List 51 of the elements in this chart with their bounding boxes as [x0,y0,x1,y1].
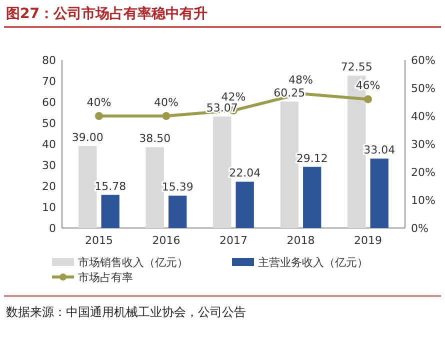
data-label: 40% [86,96,112,109]
data-label: 29.12 [296,152,328,165]
bar [370,158,388,228]
chart-title: 图27：公司市场占有率稳中有升 [6,5,208,22]
y-tick-label: 20 [42,180,56,193]
source-note: 数据来源：中国通用机械工业协会，公司公告 [6,305,246,319]
y-tick-label: 0 [49,222,56,235]
point [94,112,103,120]
y-tick-label: 70 [42,75,56,88]
y2-tick-label: 60% [411,54,436,67]
data-label: 15.78 [94,180,126,193]
bar [303,166,322,228]
y-tick-label: 30 [42,159,56,172]
y2-tick-label: 50% [411,82,436,95]
y2-tick-label: 10% [411,194,436,207]
x-tick-label: 2018 [286,234,315,247]
data-label: 48% [288,74,313,87]
bar [213,116,232,228]
legend-label: 市场占有率 [78,271,133,284]
data-label: 22.04 [229,166,261,180]
data-label: 39.00 [72,131,104,144]
data-label: 40% [154,96,178,109]
y-tick-label: 50 [42,117,56,130]
y-tick-label: 60 [42,96,56,109]
y2-tick-label: 0% [411,222,428,235]
data-label: 38.50 [139,132,171,146]
x-tick-label: 2019 [354,234,382,247]
x-tick-label: 2015 [84,234,113,247]
bar [146,147,164,228]
y2-tick-label: 30% [411,138,436,151]
bar [78,146,97,228]
x-tick-label: 2016 [152,234,180,247]
bar [168,196,187,228]
point [162,112,170,120]
point [364,95,372,104]
y-tick-label: 40 [42,138,56,151]
legend-label: 主营业务收入（亿元） [258,256,368,269]
bar [236,182,254,228]
bar [101,194,120,228]
legend-label: 市场销售收入（亿元） [78,256,188,269]
bar [280,101,298,228]
x-tick-label: 2017 [220,234,248,247]
y2-tick-label: 20% [411,166,436,179]
y-tick-label: 10 [42,201,56,214]
data-label: 72.55 [340,60,372,74]
data-label: 42% [221,90,246,104]
y2-tick-label: 40% [411,110,436,123]
data-label: 33.04 [364,144,396,157]
y-tick-label: 80 [42,54,56,67]
data-label: 15.39 [162,180,194,194]
data-label: 46% [356,79,380,92]
